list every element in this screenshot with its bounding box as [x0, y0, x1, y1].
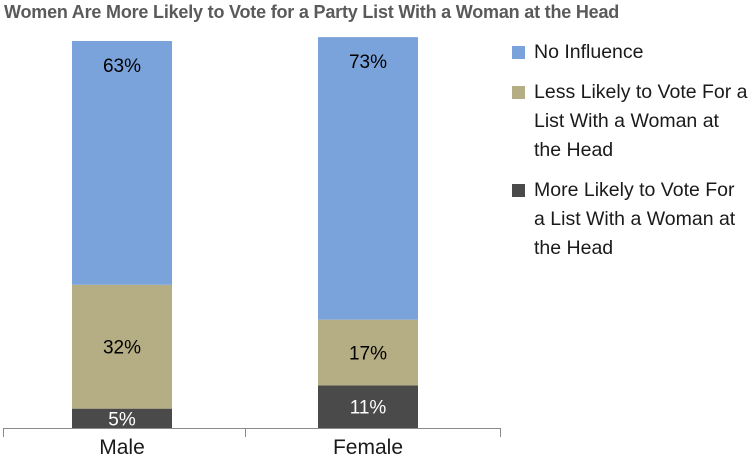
legend-label-2: No Influence — [534, 41, 644, 63]
data-label-male-0: 5% — [108, 409, 136, 430]
bar-segment-male-0 — [72, 408, 172, 428]
bar-segment-female-1 — [318, 319, 418, 386]
x-axis: Male Female — [3, 428, 501, 456]
legend-label-0: More Likely to Vote For a List With a Wo… — [534, 179, 736, 259]
legend-item-2: No Influence — [512, 38, 748, 67]
data-labels-group: 5% 32% 63% 11% 17% 73% — [103, 52, 387, 430]
bar-segment-female-0 — [318, 385, 418, 428]
bars-group — [72, 37, 418, 428]
legend: No Influence Less Likely to Vote For a Li… — [512, 38, 748, 274]
data-label-female-2: 73% — [349, 52, 387, 73]
legend-item-0: More Likely to Vote For a List With a Wo… — [512, 176, 748, 263]
legend-label-1: Less Likely to Vote For a List With a Wo… — [534, 81, 748, 161]
bar-segment-male-2 — [72, 41, 172, 285]
x-tick-label-male: Male — [99, 436, 145, 456]
chart-title: Women Are More Likely to Vote for a Part… — [4, 2, 620, 22]
x-tick-label-female: Female — [333, 436, 403, 456]
legend-swatch-0 — [512, 184, 525, 197]
legend-item-1: Less Likely to Vote For a List With a Wo… — [512, 78, 748, 165]
legend-swatch-1 — [512, 86, 525, 99]
data-label-male-1: 32% — [103, 338, 141, 359]
bar-segment-female-2 — [318, 37, 418, 320]
bar-segment-male-1 — [72, 284, 172, 409]
data-label-male-2: 63% — [103, 56, 141, 77]
legend-swatch-2 — [512, 46, 525, 59]
data-label-female-1: 17% — [349, 344, 387, 365]
data-label-female-0: 11% — [350, 398, 387, 419]
